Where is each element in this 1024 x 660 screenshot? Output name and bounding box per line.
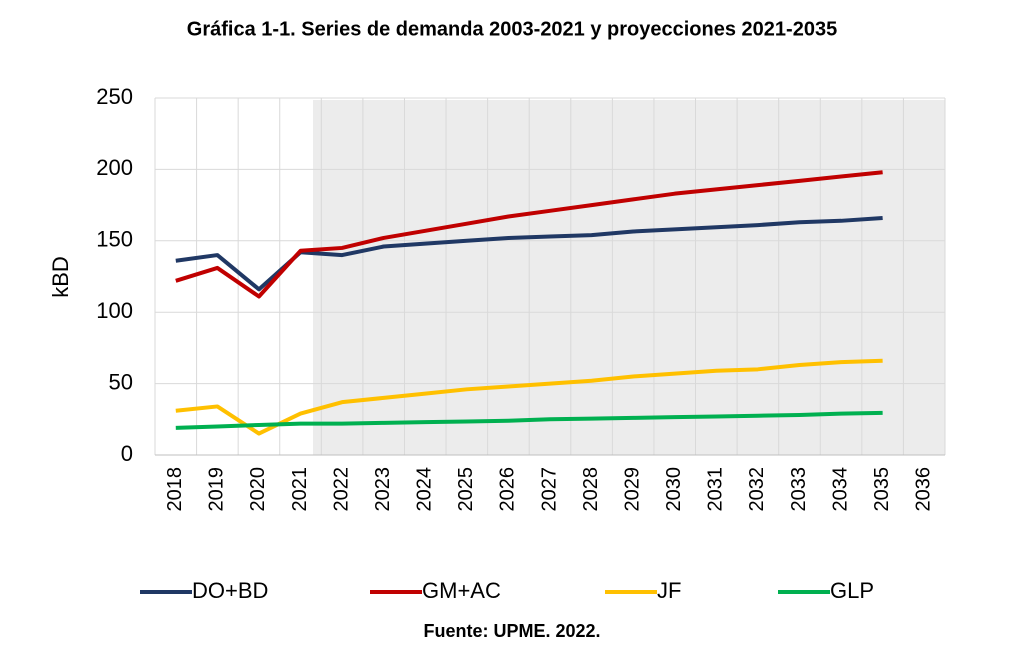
y-tick-label: 150	[96, 227, 133, 252]
x-tick-label: 2020	[247, 467, 269, 512]
projection-shade	[313, 100, 945, 455]
y-axis-label: kBD	[48, 256, 73, 298]
x-tick-label: 2025	[455, 467, 477, 512]
x-tick-label: 2026	[497, 467, 519, 512]
legend-label: JF	[657, 578, 681, 603]
x-tick-label: 2032	[746, 467, 768, 512]
x-tick-label: 2030	[663, 467, 685, 512]
y-tick-label: 200	[96, 155, 133, 180]
y-tick-label: 50	[109, 369, 133, 394]
x-tick-label: 2021	[289, 467, 311, 512]
source: Fuente: UPME. 2022.	[423, 621, 600, 641]
x-tick-label: 2024	[414, 467, 436, 512]
chart-title: Gráfica 1-1. Series de demanda 2003-2021…	[187, 18, 837, 40]
x-tick-label: 2035	[871, 467, 893, 512]
x-tick-label: 2023	[372, 467, 394, 512]
x-tick-label: 2022	[330, 467, 352, 512]
x-tick-label: 2028	[580, 467, 602, 512]
x-tick-label: 2036	[912, 467, 934, 512]
x-tick-label: 2027	[538, 467, 560, 512]
line-series	[175, 358, 883, 436]
y-tick-label: 100	[96, 298, 133, 323]
y-tick-label: 250	[96, 84, 133, 109]
x-tick-label: 2034	[829, 467, 851, 512]
y-tick-label: 0	[121, 441, 133, 466]
x-tick-label: 2018	[164, 467, 186, 512]
line-series	[175, 410, 883, 430]
line-series	[175, 170, 883, 299]
legend-label: DO+BD	[192, 578, 268, 603]
x-tick-label: 2019	[206, 467, 228, 512]
legend-label: GM+AC	[422, 578, 501, 603]
x-tick-label: 2029	[621, 467, 643, 512]
legend-label: GLP	[830, 578, 874, 603]
x-tick-label: 2033	[788, 467, 810, 512]
x-tick-label: 2031	[705, 467, 727, 512]
